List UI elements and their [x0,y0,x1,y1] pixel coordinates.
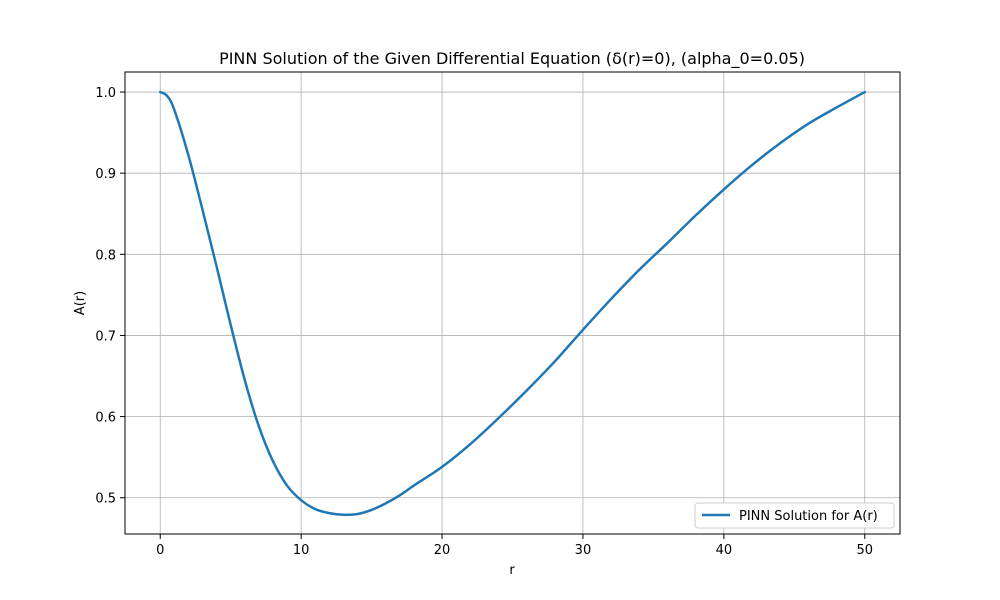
x-tick-label: 50 [856,543,873,558]
gridlines [125,72,900,534]
y-tick-label: 0.6 [95,411,116,426]
y-axis: 0.5 0.6 0.7 0.8 0.9 1.0 [95,86,125,507]
series-layer [158,90,867,517]
legend-box [694,502,895,529]
y-tick-label: 0.5 [95,492,116,507]
y-tick-label: 0.8 [95,248,116,263]
y-tick-label: 0.9 [95,167,116,182]
y-tick-label: 0.7 [95,329,116,344]
chart-title: PINN Solution of the Given Differential … [219,49,805,69]
x-tick-label: 10 [293,543,310,558]
x-tick-label: 0 [156,543,164,558]
legend: PINN Solution for A(r) [694,502,895,529]
plot-area [124,71,901,535]
series-line [158,90,867,517]
y-tick-label: 1.0 [95,86,116,101]
x-tick-label: 30 [575,543,592,558]
x-tick-label: 40 [716,543,733,558]
x-tick-label: 20 [434,543,451,558]
legend-label: PINN Solution for A(r) [739,509,878,524]
x-axis-label: r [509,563,515,578]
y-axis-label: A(r) [73,291,88,315]
x-axis: 0 10 20 30 40 50 [156,534,873,558]
